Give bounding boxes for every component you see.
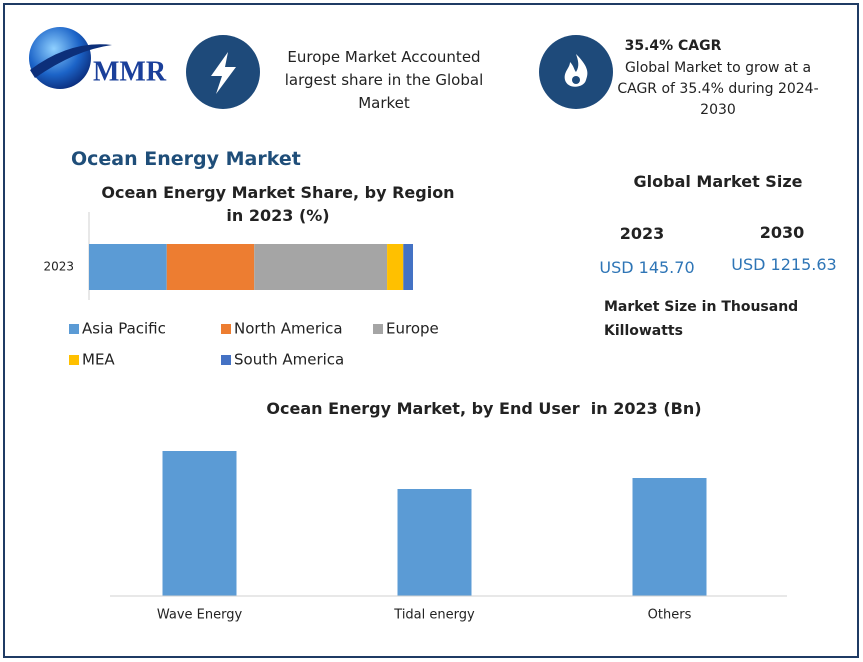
chart-title: Ocean Energy Market, by End User in 2023…	[266, 399, 702, 418]
highlight-text: Europe Market Accounted largest share in…	[284, 48, 484, 112]
legend-label: North America	[234, 320, 343, 338]
bar-segment	[254, 244, 388, 290]
bar	[632, 478, 707, 596]
year-label: 2030	[759, 223, 805, 242]
legend-label: Asia Pacific	[82, 320, 166, 338]
note: Market Size in Thousand Killowatts	[604, 299, 799, 339]
legend-swatch	[69, 324, 79, 334]
legend-swatch	[373, 324, 383, 334]
y-tick-label: 2023	[43, 260, 74, 274]
market-value: USD 145.70	[599, 258, 695, 277]
page-title: Ocean Energy Market	[71, 148, 301, 170]
x-tick-label: Tidal energy	[393, 608, 475, 623]
frame	[3, 3, 859, 658]
bar-segment	[166, 244, 255, 290]
x-tick-label: Others	[648, 608, 692, 623]
bar	[162, 451, 237, 596]
logo-text: MMR	[93, 56, 167, 87]
highlight-text: Global Market to grow at a CAGR of 35.4%…	[617, 60, 819, 118]
lightning-icon	[211, 52, 236, 94]
bar	[397, 489, 472, 596]
bar-segment	[403, 244, 413, 290]
legend-swatch	[221, 324, 231, 334]
flame-icon	[564, 54, 588, 87]
year-label: 2023	[619, 224, 665, 243]
section-title: Global Market Size	[633, 172, 803, 191]
logo-swoosh	[30, 44, 112, 78]
bar-segment	[387, 244, 404, 290]
x-tick-label: Wave Energy	[157, 608, 243, 623]
legend-swatch	[69, 355, 79, 365]
highlight-title: 35.4% CAGR	[624, 38, 722, 54]
legend-label: South America	[234, 351, 344, 369]
chart-title: Ocean Energy Market Share, by Region in …	[101, 183, 455, 225]
market-value: USD 1215.63	[731, 255, 837, 274]
bar-segment	[89, 244, 167, 290]
legend-swatch	[221, 355, 231, 365]
flame-core	[572, 76, 580, 84]
legend-label: MEA	[82, 351, 115, 369]
legend-label: Europe	[386, 320, 439, 338]
